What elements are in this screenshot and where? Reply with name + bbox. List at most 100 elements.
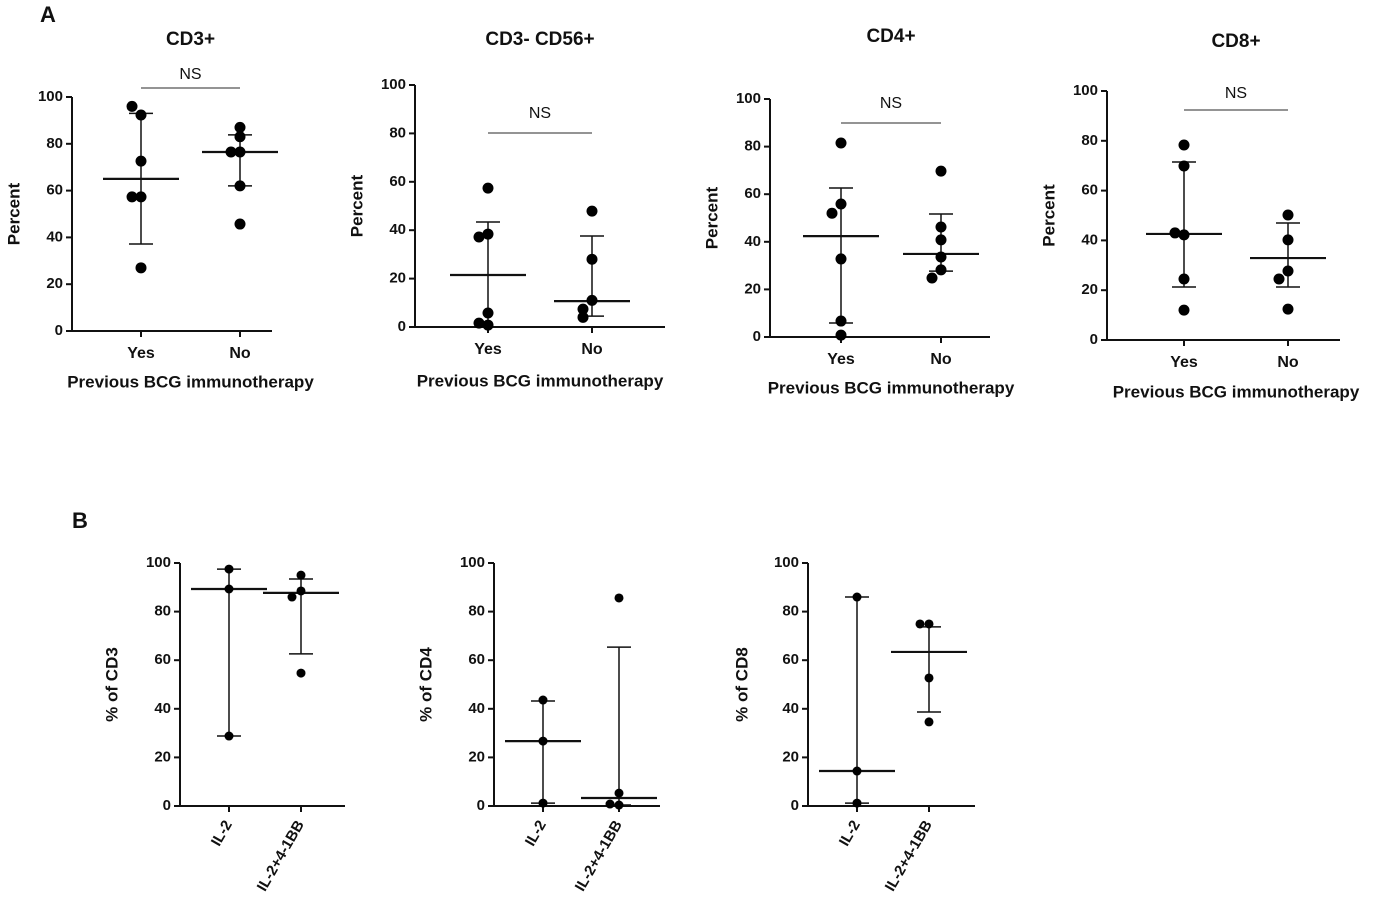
data-point <box>1273 273 1285 285</box>
y-tick-label: 100 <box>774 554 799 571</box>
y-tick-label: 60 <box>782 651 799 668</box>
y-tick-label: 40 <box>468 700 485 717</box>
data-point <box>234 180 246 192</box>
y-tick-label: 80 <box>744 138 761 155</box>
data-point <box>835 137 847 149</box>
data-point <box>852 592 862 602</box>
x-tick-label: Yes <box>827 351 855 368</box>
y-tick-label: 100 <box>381 76 406 93</box>
data-point <box>852 766 862 776</box>
y-tick-label: 100 <box>146 554 171 571</box>
y-tick-label: 20 <box>46 275 63 292</box>
y-axis-label: Percent <box>702 186 721 249</box>
chart-title: CD4+ <box>866 26 915 47</box>
data-point <box>126 100 138 112</box>
data-point <box>224 731 234 741</box>
data-point <box>915 619 925 629</box>
data-point <box>482 228 494 240</box>
data-point <box>126 191 138 203</box>
data-point <box>1282 209 1294 221</box>
y-tick-label: 20 <box>468 748 485 765</box>
data-point <box>614 593 624 603</box>
data-point <box>224 584 234 594</box>
y-tick-label: 80 <box>389 124 406 141</box>
data-point <box>1282 234 1294 246</box>
data-point <box>234 146 246 158</box>
data-point <box>614 788 624 798</box>
data-point <box>1169 227 1181 239</box>
data-point <box>135 262 147 274</box>
data-point <box>482 307 494 319</box>
data-point <box>924 619 934 629</box>
data-point <box>826 207 838 219</box>
y-axis-label: Percent <box>347 174 366 237</box>
data-point <box>135 155 147 167</box>
data-point <box>1282 265 1294 277</box>
data-point <box>135 109 147 121</box>
data-point <box>605 799 615 809</box>
panel-label: A <box>40 2 56 27</box>
data-point <box>296 570 306 580</box>
y-axis-label: % of CD3 <box>102 647 121 722</box>
data-point <box>935 234 947 246</box>
data-point <box>926 272 938 284</box>
data-point <box>835 253 847 265</box>
x-tick-label: Yes <box>127 345 155 362</box>
data-point <box>538 736 548 746</box>
data-point <box>1178 304 1190 316</box>
y-tick-label: 0 <box>477 797 485 814</box>
data-point <box>1178 273 1190 285</box>
data-point <box>473 317 485 329</box>
data-point <box>586 294 598 306</box>
y-tick-label: 40 <box>782 700 799 717</box>
data-point <box>225 146 237 158</box>
chart-title: CD8+ <box>1211 31 1260 52</box>
data-point <box>835 315 847 327</box>
data-point <box>835 198 847 210</box>
x-axis-label: Previous BCG immunotherapy <box>1113 382 1360 401</box>
y-tick-label: 40 <box>46 228 63 245</box>
panel-label: B <box>72 508 88 533</box>
y-tick-label: 60 <box>744 185 761 202</box>
y-tick-label: 80 <box>468 603 485 620</box>
y-tick-label: 40 <box>154 700 171 717</box>
data-point <box>224 564 234 574</box>
data-point <box>852 798 862 808</box>
y-tick-label: 20 <box>782 748 799 765</box>
x-tick-label: IL-2 <box>208 817 236 849</box>
y-tick-label: 100 <box>736 90 761 107</box>
data-point <box>924 717 934 727</box>
y-tick-label: 40 <box>744 233 761 250</box>
data-point <box>1178 160 1190 172</box>
annotation: NS <box>880 95 902 112</box>
data-point <box>538 695 548 705</box>
data-point <box>296 668 306 678</box>
y-tick-label: 20 <box>154 748 171 765</box>
data-point <box>935 165 947 177</box>
y-axis-label: % of CD4 <box>416 647 435 722</box>
annotation: NS <box>179 66 201 83</box>
data-point <box>234 131 246 143</box>
data-point <box>586 205 598 217</box>
y-tick-label: 0 <box>55 322 63 339</box>
data-point <box>1178 139 1190 151</box>
chart-title: CD3- CD56+ <box>485 29 594 50</box>
data-point <box>935 221 947 233</box>
annotation: NS <box>529 105 551 122</box>
y-tick-label: 100 <box>38 88 63 105</box>
data-point <box>935 251 947 263</box>
x-tick-label: IL-2+4-1BB <box>572 817 626 894</box>
data-point <box>1282 303 1294 315</box>
data-point <box>1178 229 1190 241</box>
x-axis-label: Previous BCG immunotherapy <box>417 371 664 390</box>
data-point <box>287 592 297 602</box>
data-point <box>614 800 624 810</box>
data-point <box>482 182 494 194</box>
x-tick-label: IL-2+4-1BB <box>882 817 936 894</box>
y-axis-label: Percent <box>4 182 23 245</box>
x-axis-label: Previous BCG immunotherapy <box>768 378 1015 397</box>
annotation: NS <box>1225 85 1247 102</box>
y-axis-label: Percent <box>1039 184 1058 247</box>
data-point <box>577 311 589 323</box>
